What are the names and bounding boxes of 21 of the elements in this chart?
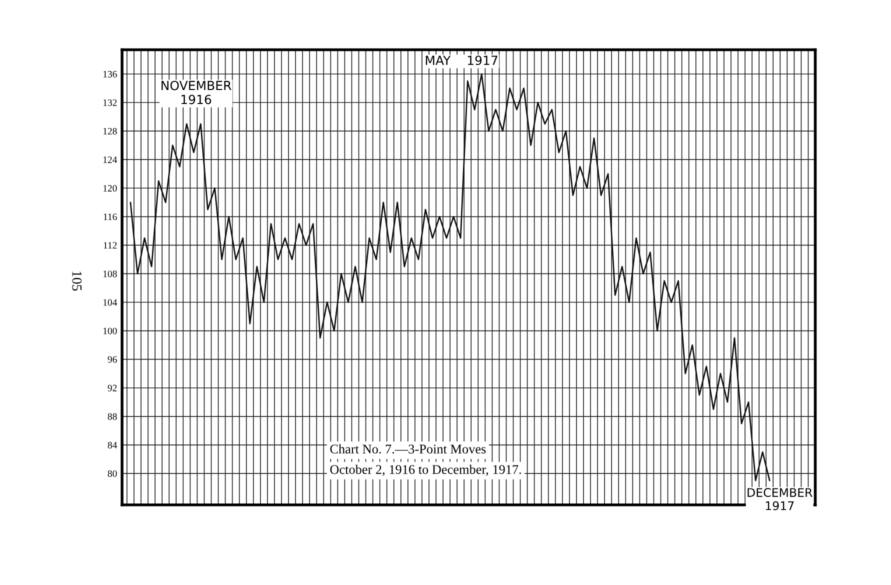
y-tick-label: 88 — [108, 413, 117, 420]
y-tick-label: 116 — [104, 214, 117, 220]
y-tick-label: 84 — [108, 442, 118, 448]
y-tick-label: 132 — [103, 99, 117, 106]
y-tick-label: 112 — [104, 242, 117, 249]
y-tick-label: 120 — [103, 185, 117, 192]
annotation: NOVEMBER 1916 — [162, 80, 232, 104]
y-tick-label: 80 — [108, 470, 117, 477]
annotation: DECEMBER 1917 — [748, 488, 812, 510]
y-tick-label: 92 — [108, 384, 117, 392]
text: Chart No. 7.—3-Point Moves — [330, 444, 486, 454]
text: 105 — [72, 272, 82, 291]
y-tick-label: 124 — [103, 156, 118, 163]
y-tick-label: 104 — [103, 299, 118, 306]
annotation: MAY 1917 — [426, 56, 498, 66]
y-tick-label: 96 — [108, 356, 117, 363]
y-tick-label: 100 — [103, 328, 117, 334]
text: October 2, 1916 to December, 1917. — [330, 464, 522, 476]
y-tick-label: 136 — [103, 70, 117, 78]
y-tick-label: 108 — [103, 270, 117, 278]
y-tick-label: 128 — [103, 128, 117, 135]
